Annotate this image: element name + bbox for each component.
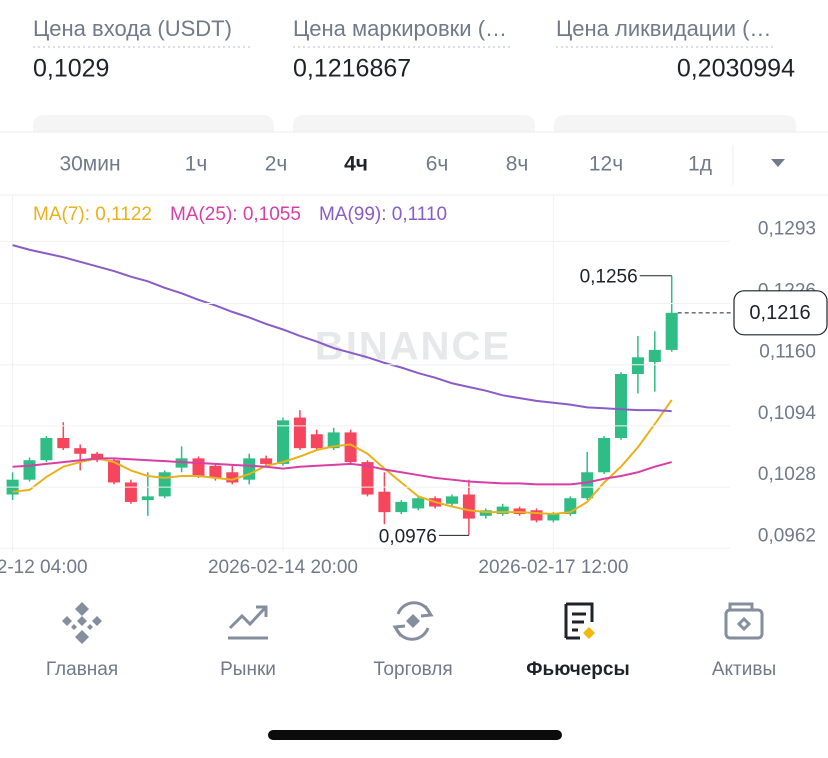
candle-body bbox=[226, 472, 239, 483]
y-tick-label: 0,1293 bbox=[758, 218, 816, 239]
candle-body bbox=[547, 513, 560, 521]
x-tick-label: 2026-02-14 20:00 bbox=[208, 557, 358, 578]
timeframe-tab[interactable]: 6ч bbox=[426, 153, 449, 176]
candle-body bbox=[40, 437, 53, 461]
candle-body bbox=[310, 434, 323, 449]
y-tick-label: 0,1160 bbox=[759, 342, 816, 363]
candle-body bbox=[74, 448, 87, 454]
timeframe-tab[interactable]: 1ч bbox=[185, 153, 208, 176]
nav-icons bbox=[62, 601, 764, 644]
timeframe-tab[interactable]: 8ч bbox=[506, 153, 529, 176]
nav-label[interactable]: Рынки bbox=[220, 659, 276, 680]
candle-body bbox=[598, 437, 611, 473]
legend-entry: MA(7): 0,1122 bbox=[33, 204, 152, 225]
timeframe-tab[interactable]: 12ч bbox=[589, 153, 623, 176]
ma-line bbox=[12, 457, 672, 486]
candle-body bbox=[57, 437, 70, 449]
y-tick-label: 0,1094 bbox=[758, 403, 817, 424]
candle-body bbox=[344, 432, 357, 463]
candle-body bbox=[615, 374, 627, 438]
candle-body bbox=[530, 510, 543, 521]
candle-body bbox=[581, 472, 594, 499]
y-tick-label: 0,0962 bbox=[758, 525, 816, 546]
nav-label[interactable]: Главная bbox=[46, 659, 118, 680]
dropdown-arrow[interactable] bbox=[771, 159, 785, 167]
x-tick-label: 2026-02-12 04:00 bbox=[0, 557, 88, 578]
candle-body bbox=[209, 465, 222, 478]
legend-entry: MA(99): 0,1110 bbox=[319, 204, 447, 225]
candle-body bbox=[395, 501, 408, 513]
candle-body bbox=[462, 494, 475, 519]
field-value: 0,2030994 bbox=[677, 55, 795, 83]
timeframe-tab[interactable]: 4ч bbox=[344, 153, 368, 176]
nav-label[interactable]: Торговля bbox=[373, 659, 452, 680]
tab-bar bbox=[0, 132, 828, 195]
candle-body bbox=[665, 312, 678, 350]
candle-body bbox=[412, 498, 425, 509]
nav-label[interactable]: Фьючерсы bbox=[526, 659, 629, 680]
candle-body bbox=[446, 496, 458, 504]
last-price-label: 0,1216 bbox=[749, 302, 810, 324]
candle-body bbox=[192, 458, 205, 476]
candle-body bbox=[631, 357, 644, 374]
low-label: 0,0976 bbox=[379, 526, 437, 547]
legend-entry: MA(25): 0,1055 bbox=[170, 204, 301, 225]
field-value: 0,1029 bbox=[33, 55, 109, 83]
nav-label[interactable]: Активы bbox=[712, 659, 776, 680]
field-value: 0,1216867 bbox=[293, 55, 411, 83]
candle-body bbox=[124, 482, 137, 502]
markets-icon[interactable] bbox=[228, 605, 268, 640]
home-icon[interactable] bbox=[62, 602, 102, 644]
high-label: 0,1256 bbox=[580, 267, 638, 288]
candle-body bbox=[141, 496, 154, 501]
field-label: Цена ликвидации (… bbox=[556, 16, 771, 41]
plot: BINANCE bbox=[6, 196, 678, 552]
candle-body bbox=[23, 460, 36, 480]
ma-line bbox=[12, 399, 673, 515]
field-label: Цена входа (USDT) bbox=[33, 16, 232, 41]
assets-icon[interactable] bbox=[724, 602, 764, 640]
candle-body bbox=[277, 420, 289, 464]
candle-body bbox=[260, 458, 273, 464]
tab-fade bbox=[716, 145, 732, 185]
home-indicator bbox=[268, 730, 562, 740]
y-tick-label: 0,1028 bbox=[758, 464, 816, 485]
candle-body bbox=[108, 460, 120, 483]
timeframe-tab[interactable]: 2ч bbox=[265, 153, 288, 176]
last-price-box bbox=[733, 290, 828, 336]
trade-icon[interactable] bbox=[392, 601, 434, 641]
timeframe-tab[interactable]: 30мин bbox=[59, 153, 120, 176]
timeframe-tab[interactable]: 1д bbox=[688, 153, 712, 176]
candle-body bbox=[91, 453, 104, 461]
candle-body bbox=[158, 472, 171, 497]
x-tick-label: 2026-02-17 12:00 bbox=[478, 557, 628, 578]
candle-body bbox=[496, 506, 509, 514]
candle-body bbox=[648, 349, 661, 362]
candle-body bbox=[378, 491, 391, 513]
field-label: Цена маркировки (… bbox=[293, 16, 507, 41]
ma-line bbox=[12, 244, 672, 413]
watermark: BINANCE bbox=[315, 325, 511, 369]
candle-body bbox=[327, 432, 340, 449]
candle-body bbox=[293, 417, 306, 449]
futures-icon[interactable] bbox=[564, 602, 595, 640]
candle-body bbox=[361, 462, 374, 495]
